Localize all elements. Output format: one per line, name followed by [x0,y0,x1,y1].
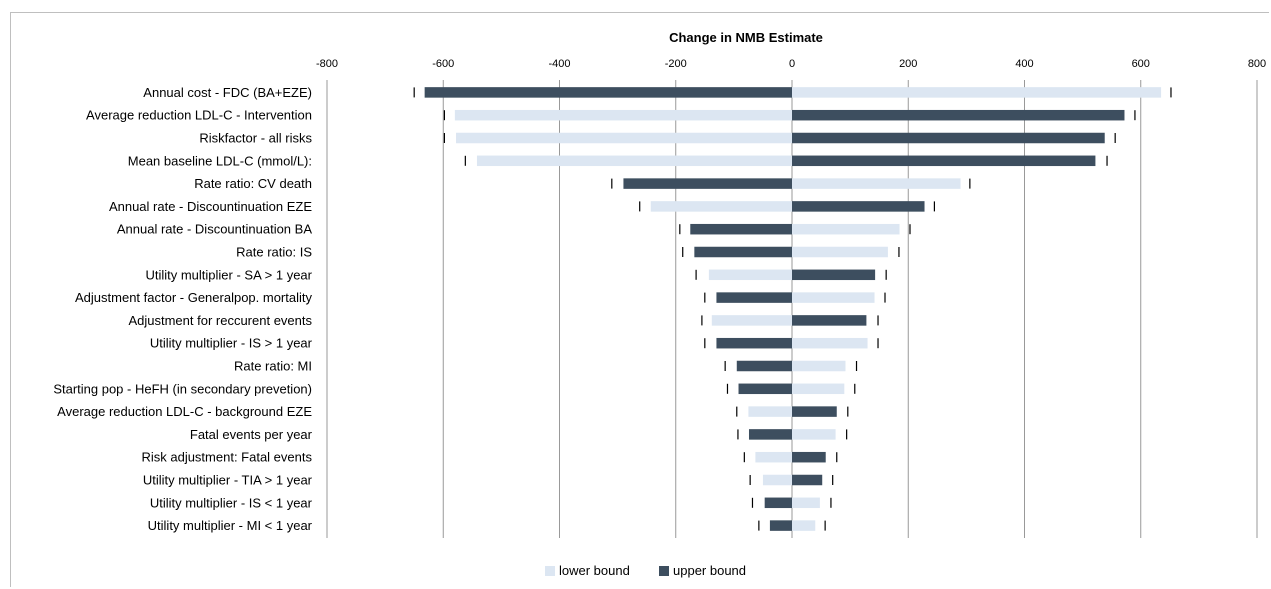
bar-upper-bound [690,223,792,235]
bar-upper-bound [716,337,792,349]
bar-lower-bound [650,201,792,212]
x-tick-label: 400 [1015,58,1033,70]
category-label: Average reduction LDL-C - background EZE [57,404,312,419]
category-label: Fatal events per year [190,427,313,442]
bar-upper-bound [792,269,876,281]
bar-upper-bound [424,87,792,98]
bar-lower-bound [476,155,792,167]
bar-lower-bound [792,497,820,509]
bar-lower-bound [708,269,792,281]
bar-lower-bound [792,292,875,303]
category-label: Average reduction LDL-C - Intervention [86,108,312,123]
category-label: Mean baseline LDL-C (mmol/L): [128,153,312,168]
bar-upper-bound [738,383,792,395]
legend-label-lower-bound: lower bound [559,563,630,578]
legend-swatch-lower-bound [545,566,555,576]
bar-upper-bound [764,497,792,509]
bar-lower-bound [792,246,888,258]
category-label: Utility multiplier - TIA > 1 year [143,473,313,488]
bar-lower-bound [792,178,961,189]
bar-lower-bound [748,406,792,417]
category-label: Annual rate - Discountinuation BA [117,222,312,237]
bar-upper-bound [736,360,792,372]
bar-lower-bound [456,132,792,144]
bar-upper-bound [792,451,826,463]
bar-lower-bound [792,360,846,372]
category-label: Utility multiplier - IS < 1 year [150,495,313,510]
bar-upper-bound [792,132,1105,144]
bar-lower-bound [792,429,836,440]
category-label: Adjustment factor - Generalpop. mortalit… [75,290,312,305]
bar-upper-bound [769,520,792,531]
bar-upper-bound [792,109,1125,121]
bar-lower-bound [762,474,792,486]
x-tick-label: 0 [789,58,795,70]
bar-upper-bound [623,178,792,189]
x-tick-label: 600 [1132,58,1150,70]
category-label: Rate ratio: MI [234,359,312,374]
x-tick-label: -400 [548,58,570,70]
x-tick-label: -800 [316,58,338,70]
legend-swatch-upper-bound [659,566,669,576]
category-label: Annual cost - FDC (BA+EZE) [143,85,312,100]
category-label: Adjustment for reccurent events [128,313,312,328]
category-label: Riskfactor - all risks [199,131,312,146]
bar-upper-bound [716,292,792,303]
x-tick-label: -600 [432,58,454,70]
bar-upper-bound [792,315,867,326]
x-tick-label: 800 [1248,58,1266,70]
x-tick-label: 200 [899,58,917,70]
category-label: Annual rate - Discountinuation EZE [109,199,312,214]
chart-frame [10,12,1269,587]
bar-upper-bound [792,155,1096,167]
bar-lower-bound [755,451,792,463]
bar-lower-bound [792,520,816,531]
bar-lower-bound [792,87,1162,98]
bar-upper-bound [792,474,823,486]
category-label: Rate ratio: IS [236,245,312,260]
bar-lower-bound [792,337,868,349]
bar-upper-bound [748,429,792,440]
x-tick-label: -200 [665,58,687,70]
category-label: Utility multiplier - MI < 1 year [148,518,313,533]
category-label: Starting pop - HeFH (in secondary prevet… [53,381,312,396]
bar-lower-bound [454,109,792,121]
bar-upper-bound [694,246,792,258]
bar-lower-bound [792,223,900,235]
bar-upper-bound [792,201,925,212]
category-label: Utility multiplier - SA > 1 year [145,267,312,282]
category-label: Rate ratio: CV death [194,176,312,191]
bar-lower-bound [711,315,792,326]
legend-label-upper-bound: upper bound [673,563,746,578]
legend: lower bound upper bound [545,563,746,578]
category-label: Risk adjustment: Fatal events [141,450,312,465]
bar-upper-bound [792,406,837,417]
chart-title: Change in NMB Estimate [669,30,823,45]
bar-lower-bound [792,383,845,395]
category-label: Utility multiplier - IS > 1 year [150,336,313,351]
